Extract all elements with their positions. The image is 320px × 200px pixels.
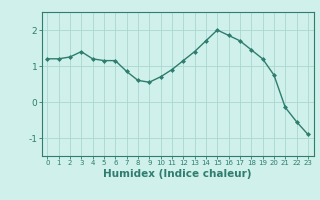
X-axis label: Humidex (Indice chaleur): Humidex (Indice chaleur) bbox=[103, 169, 252, 179]
